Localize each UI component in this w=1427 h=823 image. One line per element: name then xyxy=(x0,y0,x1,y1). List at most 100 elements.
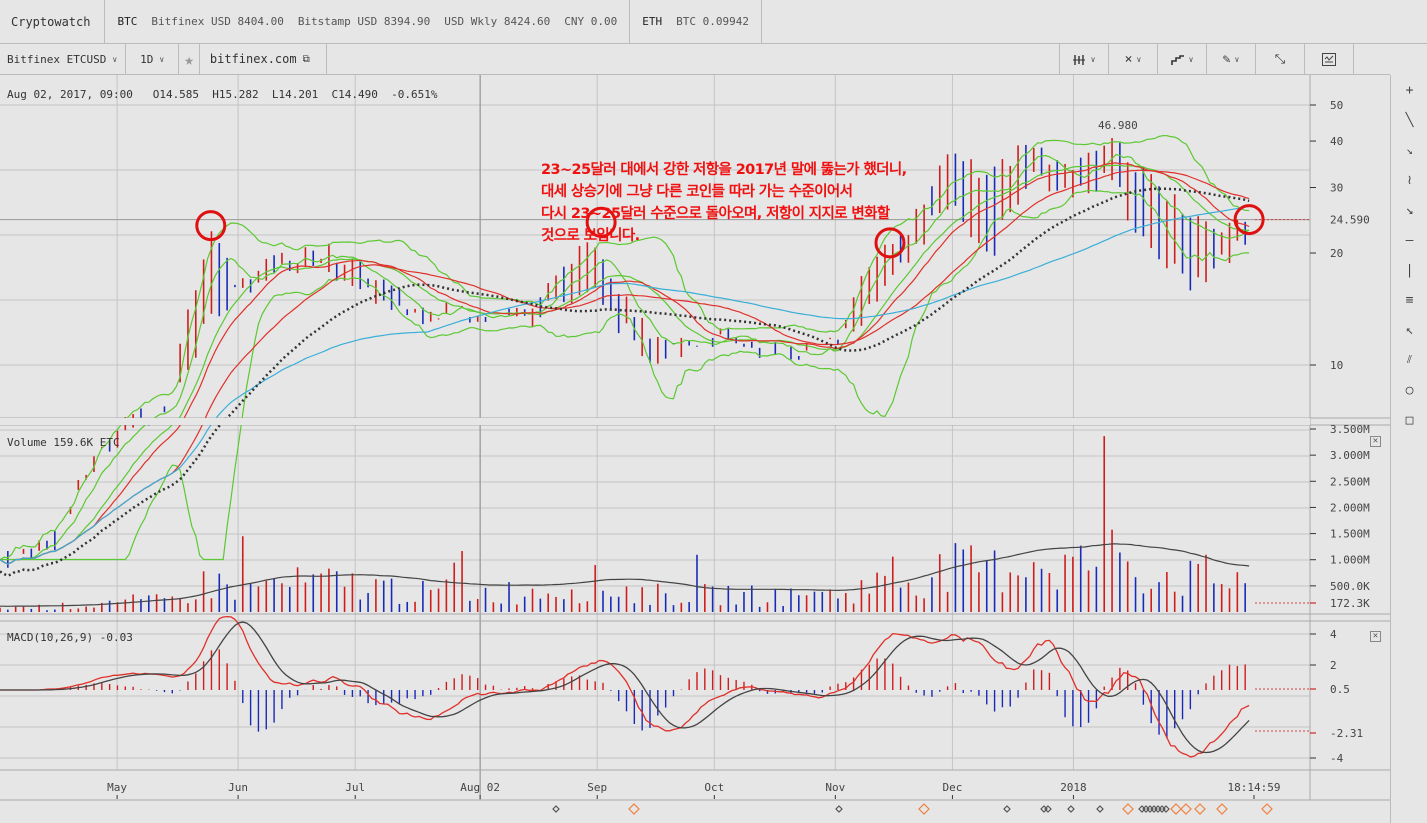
hline-tool[interactable]: – xyxy=(1391,225,1427,255)
chart-toolbar: Bitfinex ETCUSD ∨ 1D ∨ ★ bitfinex.com ⧉ … xyxy=(0,43,1390,75)
candles-button[interactable]: ∨ xyxy=(1059,44,1108,75)
ray-icon: ↘ xyxy=(1406,143,1413,157)
chevron-down-icon: ∨ xyxy=(112,54,118,64)
hline-icon: – xyxy=(1405,232,1414,248)
star-icon: ★ xyxy=(184,49,194,69)
arrow-tool[interactable]: ↘ xyxy=(1391,195,1427,225)
parallel-icon: ≡ xyxy=(1405,292,1414,308)
line-tool[interactable]: ╲ xyxy=(1391,105,1427,135)
svg-text:2: 2 xyxy=(1330,659,1337,672)
toolbar-spacer xyxy=(1353,44,1390,75)
circle-tool[interactable]: ○ xyxy=(1391,375,1427,405)
svg-text:2.000M: 2.000M xyxy=(1330,501,1370,514)
ray-tool[interactable]: ↘ xyxy=(1391,135,1427,165)
fullscreen-icon: ⤡ xyxy=(1274,52,1286,67)
candles-icon xyxy=(1072,54,1085,65)
toolbar-right-tools: ∨ ⨯ ∨ ∨ ✎ ∨ ⤡ xyxy=(1059,44,1390,75)
ticker-bar: Cryptowatch BTC Bitfinex USD 8404.00 Bit… xyxy=(0,0,1427,44)
curve-tool[interactable]: ≀ xyxy=(1391,165,1427,195)
indicators-icon: ⨯ xyxy=(1124,52,1133,67)
btc-weekly-price[interactable]: USD Wkly 8424.60 xyxy=(444,15,551,28)
svg-text:172.3K: 172.3K xyxy=(1330,597,1370,610)
crosshair-tool[interactable]: + xyxy=(1391,75,1427,105)
btc-cny-price[interactable]: CNY 0.00 xyxy=(564,15,618,28)
svg-text:50: 50 xyxy=(1330,99,1343,112)
ohlc-info: Aug 02, 2017, 09:00 O14.585 H15.282 L14.… xyxy=(7,88,438,101)
favorite-button[interactable]: ★ xyxy=(179,43,200,75)
svg-text:3.500M: 3.500M xyxy=(1330,423,1370,436)
vline-icon: | xyxy=(1405,262,1414,278)
app-title[interactable]: Cryptowatch xyxy=(0,0,106,44)
btc-symbol[interactable]: BTC xyxy=(117,15,138,28)
curve-icon: ≀ xyxy=(1407,172,1412,188)
indicators-button[interactable]: ⨯ ∨ xyxy=(1108,44,1157,75)
svg-text:Sep: Sep xyxy=(587,781,607,794)
svg-text:500.0K: 500.0K xyxy=(1330,580,1370,593)
svg-text:24.590: 24.590 xyxy=(1330,214,1370,227)
external-link-icon: ⧉ xyxy=(302,53,310,65)
svg-text:3.000M: 3.000M xyxy=(1330,449,1370,462)
svg-text:May: May xyxy=(107,781,127,794)
pencil-icon: ✎ xyxy=(1222,52,1231,67)
svg-text:4: 4 xyxy=(1330,628,1337,641)
market-select[interactable]: Bitfinex ETCUSD ∨ xyxy=(0,43,127,75)
svg-text:-2.31: -2.31 xyxy=(1330,727,1363,740)
macd-panel-label: MACD(10,26,9) -0.03 xyxy=(7,631,133,644)
fib-icon: ⫽ xyxy=(1407,353,1412,366)
svg-text:Dec: Dec xyxy=(942,781,962,794)
eth-symbol[interactable]: ETH xyxy=(642,15,663,28)
fullscreen-button[interactable]: ⤡ xyxy=(1255,44,1304,75)
chevron-down-icon: ∨ xyxy=(1090,55,1096,64)
line-icon: ╲ xyxy=(1405,112,1414,128)
eth-ticker-group: ETH BTC 0.09942 xyxy=(630,0,762,44)
price-chart-canvas[interactable]: 10 20 30 40 50 24.590 46.980 3.500M 3.000M 2.500M… xyxy=(0,0,1390,823)
eth-btc-price[interactable]: BTC 0.09942 xyxy=(676,15,749,28)
chart-type-button[interactable]: ∨ xyxy=(1157,44,1206,75)
btc-ticker-group: BTC Bitfinex USD 8404.00 Bitstamp USD 83… xyxy=(105,0,631,44)
market-label: Bitfinex ETCUSD xyxy=(7,52,107,66)
chart-annotation-text: 23~25달러 대에서 강한 저항을 2017년 말에 뚫는가 했더니, 대세 … xyxy=(541,162,907,244)
svg-text:0.5: 0.5 xyxy=(1330,683,1350,696)
svg-text:Jul: Jul xyxy=(345,781,365,794)
close-macd-panel-icon[interactable]: ✕ xyxy=(1370,631,1381,642)
rect-icon: □ xyxy=(1405,412,1414,428)
fan-tool[interactable]: ↖ xyxy=(1391,315,1427,345)
chevron-down-icon: ∨ xyxy=(1188,55,1194,64)
volume-panel-label: Volume 159.6K ETC xyxy=(7,436,120,449)
svg-text:2018: 2018 xyxy=(1060,781,1087,794)
fib-tool[interactable]: ⫽ xyxy=(1391,345,1427,375)
svg-text:46.980: 46.980 xyxy=(1098,119,1138,132)
chevron-down-icon: ∨ xyxy=(159,54,165,64)
svg-text:18:14:59: 18:14:59 xyxy=(1228,781,1281,794)
parallel-tool[interactable]: ≡ xyxy=(1391,285,1427,315)
svg-text:-4: -4 xyxy=(1330,752,1344,765)
svg-text:Oct: Oct xyxy=(704,781,724,794)
interval-select[interactable]: 1D ∨ xyxy=(126,43,180,75)
rect-tool[interactable]: □ xyxy=(1391,405,1427,435)
fan-icon: ↖ xyxy=(1405,322,1414,338)
close-volume-panel-icon[interactable]: ✕ xyxy=(1370,436,1381,447)
chevron-down-icon: ∨ xyxy=(1136,55,1142,64)
screenshot-icon xyxy=(1322,53,1336,66)
chart-type-icon xyxy=(1170,54,1184,65)
btc-bitstamp-price[interactable]: Bitstamp USD 8394.90 xyxy=(297,15,431,28)
interval-label: 1D xyxy=(140,52,154,66)
arrow-icon: ↘ xyxy=(1405,202,1414,218)
drawing-toolbar: + ╲ ↘ ≀ ↘ – | ≡ ↖ ⫽ ○ □ xyxy=(1390,75,1427,823)
btc-bitfinex-price[interactable]: Bitfinex USD 8404.00 xyxy=(151,15,284,28)
crosshair-icon: + xyxy=(1405,82,1414,98)
svg-text:20: 20 xyxy=(1330,247,1343,260)
vline-tool[interactable]: | xyxy=(1391,255,1427,285)
svg-text:30: 30 xyxy=(1330,182,1343,195)
screenshot-button[interactable] xyxy=(1304,44,1353,75)
chevron-down-icon: ∨ xyxy=(1234,55,1240,64)
svg-text:Nov: Nov xyxy=(825,781,845,794)
svg-text:10: 10 xyxy=(1330,359,1343,372)
exchange-link-label: bitfinex.com xyxy=(209,52,297,66)
svg-text:1.000M: 1.000M xyxy=(1330,554,1370,567)
circle-icon: ○ xyxy=(1405,382,1414,398)
exchange-link[interactable]: bitfinex.com ⧉ xyxy=(200,43,327,75)
svg-text:1.500M: 1.500M xyxy=(1330,528,1370,541)
svg-text:Aug 02: Aug 02 xyxy=(460,781,500,794)
draw-button[interactable]: ✎ ∨ xyxy=(1206,44,1255,75)
